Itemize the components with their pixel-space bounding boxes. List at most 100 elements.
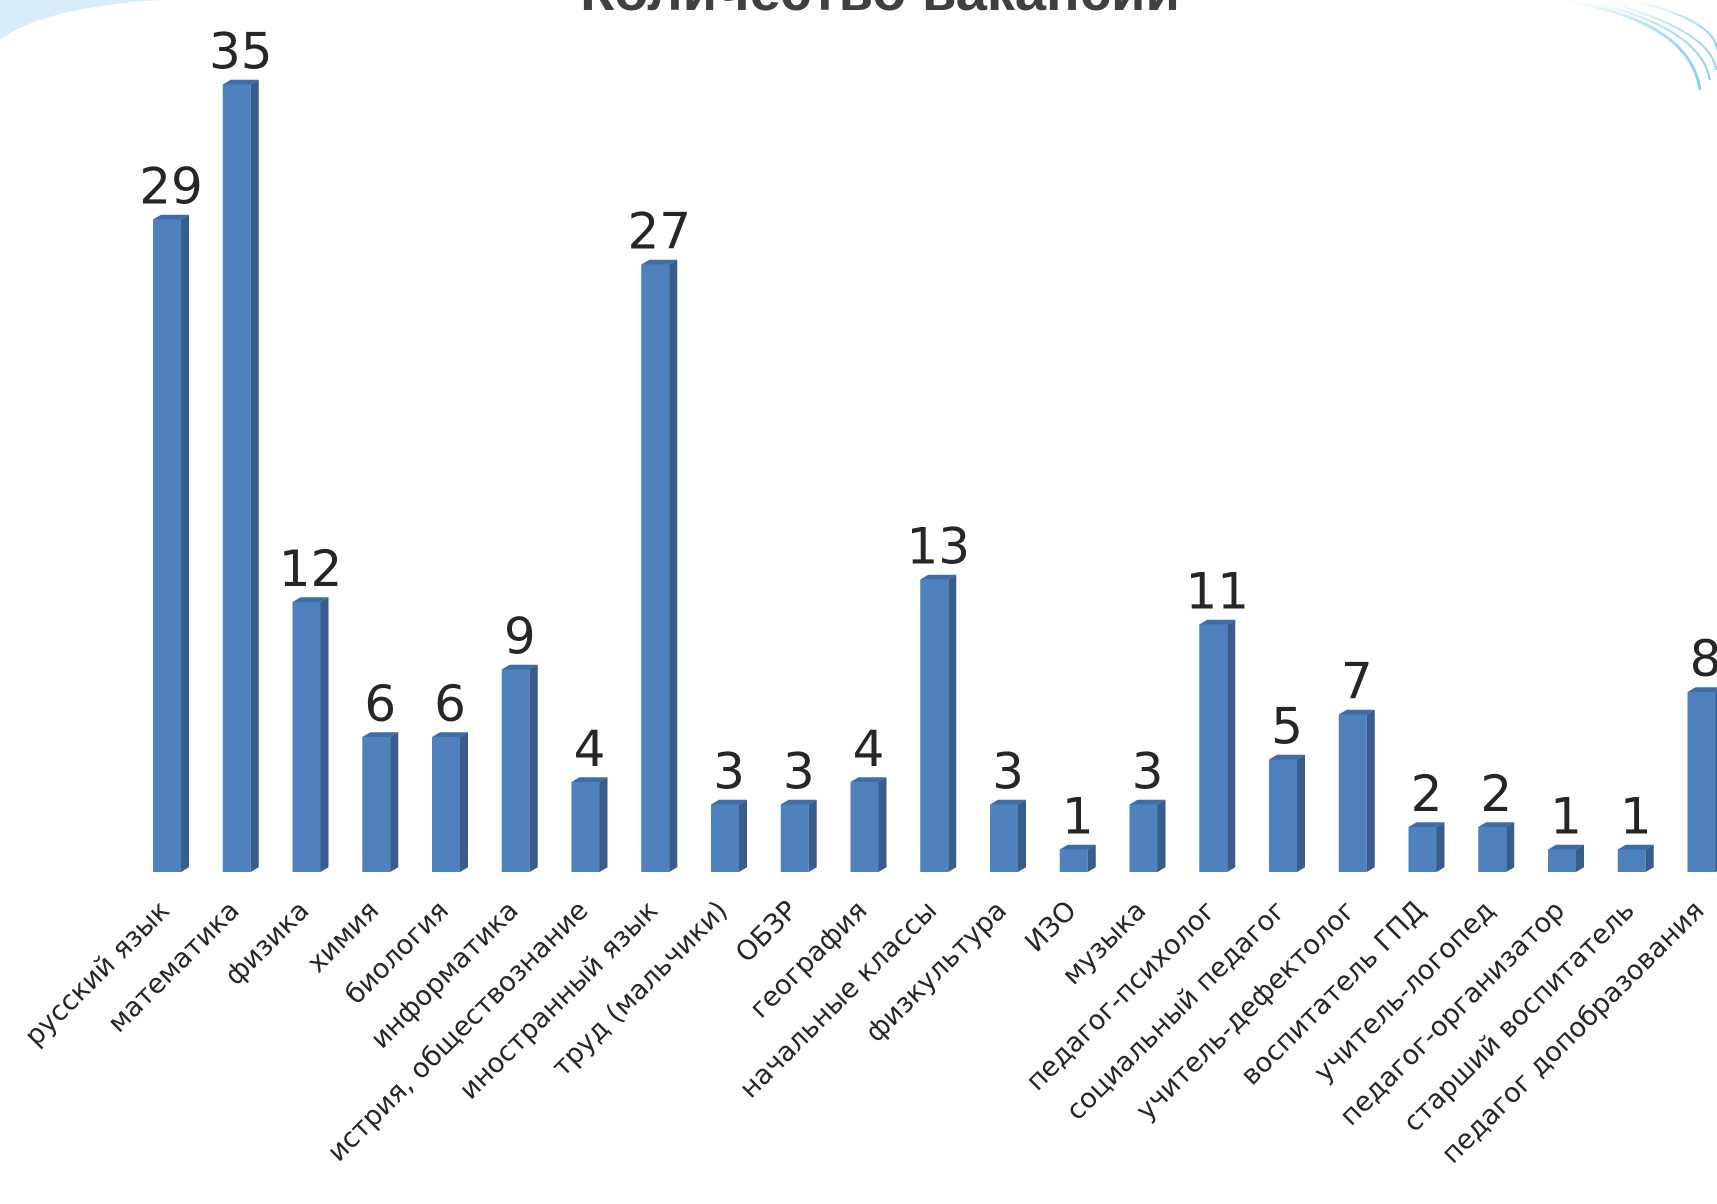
value-label: 2: [1411, 765, 1443, 823]
bar: [501, 664, 538, 872]
bar-top: [432, 732, 468, 737]
bar: [711, 799, 747, 872]
bar-side: [529, 664, 538, 872]
bar-side: [1087, 844, 1096, 872]
bar-top: [641, 259, 678, 265]
bar-front: [850, 782, 879, 872]
bar-side: [878, 777, 887, 872]
bar-side: [948, 574, 957, 872]
value-label: 5: [1271, 698, 1303, 756]
bar: [222, 79, 259, 872]
bar-front: [1617, 849, 1646, 872]
bar: [1199, 619, 1236, 872]
bar-side: [669, 259, 678, 872]
bar-front: [1408, 827, 1437, 872]
bar-top: [1129, 799, 1166, 805]
bar-front: [501, 669, 530, 872]
bar-side: [320, 597, 329, 872]
bar: [1338, 709, 1375, 872]
bar-top: [1687, 687, 1717, 692]
value-label: 11: [1185, 563, 1249, 621]
bar-side: [1157, 799, 1166, 872]
bar-front: [292, 602, 321, 872]
value-label: 6: [434, 675, 466, 733]
bar: [1059, 844, 1096, 872]
bar-top: [501, 664, 538, 670]
value-label: 35: [209, 23, 273, 81]
bar-side: [1297, 754, 1305, 872]
value-label: 12: [279, 540, 343, 598]
value-label: 6: [364, 675, 396, 733]
bar-top: [780, 799, 817, 805]
bar: [1478, 822, 1515, 872]
chart-title: Количество вакансий: [580, 0, 1180, 22]
value-label: 29: [139, 158, 203, 216]
bar-side: [599, 777, 608, 872]
bar: [1548, 844, 1584, 872]
bar-front: [711, 804, 739, 872]
bar-top: [1617, 844, 1654, 850]
bar-front: [432, 737, 460, 872]
value-label: 4: [853, 720, 885, 778]
bar-front: [780, 804, 809, 872]
bar-front: [990, 804, 1018, 872]
bar-side: [1506, 822, 1515, 872]
value-label: 3: [1132, 743, 1164, 801]
bar: [1687, 687, 1717, 872]
bar-top: [153, 214, 189, 220]
bar: [1408, 822, 1445, 872]
bar-front: [153, 219, 181, 872]
value-label: 27: [627, 203, 691, 261]
bar-top: [1199, 619, 1236, 625]
bar-front: [641, 264, 670, 872]
bar-side: [181, 214, 189, 872]
bar-front: [1199, 624, 1228, 872]
bar-top: [362, 732, 399, 737]
value-label: 13: [906, 518, 970, 576]
bar-side: [1436, 822, 1445, 872]
bar-side: [1366, 709, 1375, 872]
bar-front: [1059, 849, 1088, 872]
bar-side: [460, 732, 468, 872]
bar-front: [1687, 692, 1716, 872]
value-label: 1: [1620, 788, 1652, 846]
value-label: 8: [1690, 630, 1717, 688]
bar: [292, 597, 329, 872]
bar-front: [362, 737, 391, 872]
bar-front: [1129, 804, 1158, 872]
value-label: 2: [1480, 765, 1512, 823]
bar-top: [1059, 844, 1096, 850]
value-label: 9: [504, 608, 536, 666]
bars: [153, 79, 1717, 872]
background-decoration: [0, 0, 1717, 91]
bar-top: [850, 777, 887, 782]
category-label: ИЗО: [1019, 895, 1082, 958]
bar: [780, 799, 817, 872]
bar-front: [920, 579, 949, 872]
bar-top: [1269, 754, 1305, 760]
value-label: 3: [992, 743, 1024, 801]
bar: [990, 799, 1026, 872]
bar-front: [1269, 759, 1297, 872]
bar-front: [222, 84, 251, 872]
bar: [641, 259, 678, 872]
bar-side: [1018, 799, 1026, 872]
bar: [1617, 844, 1654, 872]
bar-top: [1478, 822, 1515, 827]
bar: [571, 777, 608, 872]
value-label: 1: [1550, 788, 1582, 846]
value-label: 3: [783, 743, 815, 801]
bar-front: [1338, 714, 1367, 872]
bar: [1269, 754, 1305, 872]
bar-side: [808, 799, 817, 872]
bar-side: [1645, 844, 1654, 872]
bar: [362, 732, 399, 872]
bar-side: [390, 732, 399, 872]
bar-top: [1408, 822, 1445, 827]
bar: [432, 732, 468, 872]
bar-top: [990, 799, 1026, 805]
bar: [850, 777, 887, 872]
bar-side: [739, 799, 747, 872]
bar-side: [250, 79, 259, 872]
